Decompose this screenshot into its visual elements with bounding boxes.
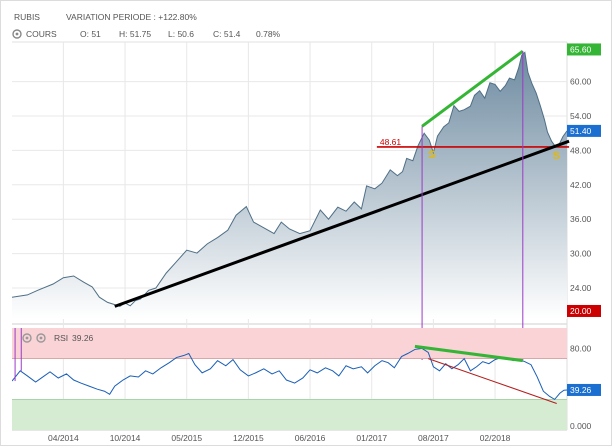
x-tick-label: 04/2014 (48, 433, 79, 443)
price-y-axis: 24.00 30.00 36.00 42.00 48.00 54.00 60.00 20.00… (567, 43, 601, 317)
series-label: COURS (26, 29, 57, 39)
price-tick-label: 24.00 (570, 283, 592, 293)
last-price-tag-bg (567, 124, 601, 137)
rsi-value-tag-bg (567, 383, 601, 396)
rsi-value-tag: 39.26 (570, 385, 592, 395)
price-tick-label: 30.00 (570, 249, 592, 259)
price-tick-label: 48.00 (570, 145, 592, 155)
close-value: C: 51.4 (213, 29, 241, 39)
change-value: 0.78% (256, 29, 281, 39)
low-value: L: 50.6 (168, 29, 194, 39)
rsi-tick-label: 80.00 (570, 343, 592, 353)
rsi-divergence-line (414, 344, 524, 363)
variation-label: VARIATION PERIODE : +122.80% (66, 12, 197, 22)
last-price-tag: 51.40 (570, 126, 592, 136)
price-tick-label: 54.00 (570, 111, 592, 121)
x-tick-label: 10/2014 (110, 433, 141, 443)
high-value: H: 51.75 (119, 29, 151, 39)
price-annotations: 48.61 S S (114, 49, 570, 360)
rsi-annotations (414, 344, 557, 404)
price-tick-label: 36.00 (570, 214, 592, 224)
rsi-header: RSI 39.26 (22, 333, 94, 343)
rsi-title: RSI (54, 333, 68, 343)
ticker-label: RUBIS (14, 12, 40, 22)
gear-icon[interactable] (12, 29, 22, 39)
x-tick-label: 02/2018 (480, 433, 511, 443)
x-axis: 04/2014 10/2014 05/2015 12/2015 06/2016 01/20… (48, 433, 511, 443)
price-tick-label: 60.00 (570, 77, 592, 87)
level-label: 48.61 (380, 137, 402, 147)
rsi-value: 39.26 (72, 333, 94, 343)
price-tick-label: 42.00 (570, 180, 592, 190)
resistance-tag: 20.00 (570, 306, 592, 316)
upper-tag-bg (567, 43, 601, 56)
rsi-bands (12, 328, 567, 430)
rsi-gear-icon[interactable] (22, 333, 32, 343)
resistance-tag-bg (567, 304, 601, 317)
support-label-s1: S (428, 149, 435, 161)
rsi-series (12, 328, 567, 401)
x-tick-label: 05/2015 (171, 433, 202, 443)
x-tick-label: 06/2016 (295, 433, 326, 443)
support-label-s2: S (553, 150, 560, 162)
rsi-tick-label: 0.000 (570, 421, 592, 431)
x-tick-label: 01/2017 (356, 433, 387, 443)
x-tick-label: 08/2017 (418, 433, 449, 443)
price-area (12, 52, 567, 319)
open-value: O: 51 (80, 29, 101, 39)
price-top-trendline (421, 49, 524, 128)
rsi-settings-icon[interactable] (36, 333, 46, 343)
rsi-line (12, 347, 567, 401)
rsi-low-trendline (428, 358, 557, 404)
rsi-oversold-band (12, 399, 567, 430)
upper-tag: 65.60 (570, 44, 592, 54)
price-series (12, 51, 567, 319)
x-tick-label: 12/2015 (233, 433, 264, 443)
price-line (12, 51, 567, 307)
support-trendline (114, 139, 570, 308)
